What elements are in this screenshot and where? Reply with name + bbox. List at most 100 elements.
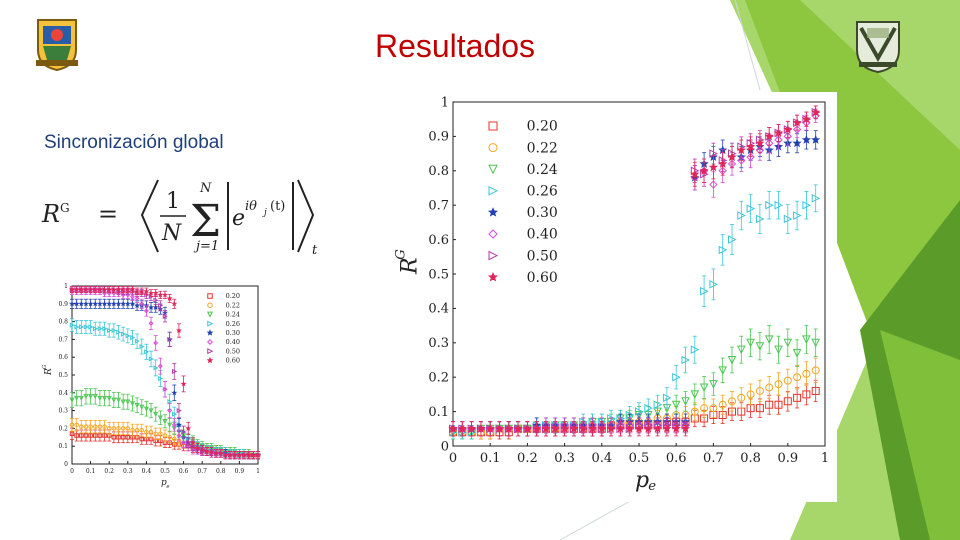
data-point: [746, 390, 755, 399]
x-tick-label: 0.6: [179, 468, 189, 475]
data-point: [811, 107, 821, 117]
formula-term-exp-tail: (t): [270, 199, 285, 214]
data-point: [78, 300, 85, 307]
data-point: [101, 300, 108, 307]
x-tick-label: 0.8: [216, 468, 226, 475]
data-point: [158, 303, 164, 309]
data-point: [765, 200, 774, 210]
x-tick-label: 0.1: [86, 468, 96, 475]
formula-equals: =: [98, 200, 118, 228]
data-point: [102, 433, 107, 438]
y-tick-label: 0.1: [58, 443, 68, 450]
data-point: [811, 338, 821, 348]
data-point: [106, 286, 113, 293]
data-point: [709, 380, 718, 389]
data-point: [106, 300, 113, 307]
data-point: [78, 395, 84, 402]
data-point: [116, 426, 121, 431]
y-tick-label: 0.8: [428, 164, 449, 179]
data-point: [199, 446, 206, 453]
data-point: [83, 424, 89, 429]
data-point: [606, 423, 616, 433]
data-point: [737, 393, 746, 402]
data-point: [167, 422, 173, 428]
data-point: [143, 406, 149, 412]
data-point: [125, 435, 131, 440]
data-point: [152, 304, 159, 310]
data-point: [101, 395, 108, 402]
data-point: [88, 324, 94, 330]
data-point: [92, 394, 98, 400]
x-axis-label-sub: e: [166, 484, 169, 490]
data-point: [148, 304, 154, 310]
data-point: [254, 452, 262, 458]
x-tick-label: 1: [256, 468, 260, 475]
data-point: [700, 286, 709, 296]
series-0.24: [448, 324, 821, 440]
data-point: [171, 389, 178, 396]
data-point: [73, 286, 80, 293]
legend-label: 0.30: [226, 329, 240, 337]
data-point: [700, 404, 709, 413]
data-point: [148, 320, 154, 326]
data-point: [153, 297, 159, 303]
data-point: [718, 159, 728, 168]
data-point: [157, 415, 163, 421]
legend-label: 0.20: [527, 119, 558, 135]
data-point: [671, 400, 681, 410]
data-point: [92, 300, 99, 307]
formula-term-base: e: [232, 206, 245, 231]
legend-marker: [488, 143, 498, 153]
data-point: [125, 333, 131, 339]
data-point: [727, 152, 737, 161]
data-point: [134, 296, 140, 301]
data-point: [129, 401, 136, 407]
data-point: [134, 302, 141, 309]
data-point: [773, 128, 784, 137]
data-point: [811, 134, 821, 144]
data-point: [774, 400, 783, 409]
data-point: [167, 399, 173, 405]
data-point: [746, 141, 756, 151]
data-point: [783, 338, 793, 348]
data-point: [162, 419, 168, 425]
data-point: [120, 286, 127, 293]
data-point: [153, 340, 159, 346]
legend-label: 0.26: [226, 320, 240, 328]
data-point: [587, 423, 598, 433]
data-point: [681, 397, 690, 406]
data-point: [755, 404, 764, 413]
formula-sum-upper: N: [199, 181, 212, 196]
data-point: [97, 433, 103, 438]
data-point: [124, 286, 131, 293]
data-point: [811, 194, 821, 203]
legend-label: 0.40: [527, 227, 558, 243]
data-point: [139, 301, 145, 307]
legend-label: 0.24: [527, 162, 558, 178]
data-point: [504, 423, 514, 433]
data-point: [690, 407, 699, 416]
data-point: [737, 211, 746, 220]
sigma-symbol: Σ: [190, 196, 221, 247]
series-0.26: [449, 184, 821, 440]
data-point: [801, 114, 811, 124]
x-tick-label: 0.5: [160, 468, 170, 475]
data-point: [513, 423, 523, 433]
data-point: [139, 427, 144, 433]
data-point: [755, 138, 765, 148]
data-point: [172, 411, 178, 417]
data-point: [69, 322, 75, 328]
x-tick-label: 0.9: [777, 451, 798, 466]
data-point: [764, 131, 774, 141]
x-tick-label: 0.8: [740, 451, 761, 466]
y-tick-label: 0.9: [428, 130, 449, 145]
data-point: [167, 336, 173, 342]
y-tick-label: 0: [64, 461, 68, 468]
data-point: [115, 397, 122, 403]
data-point: [162, 386, 168, 392]
legend-marker: [488, 121, 498, 131]
data-point: [699, 383, 709, 393]
x-axis-label-sub: e: [648, 479, 656, 494]
data-point: [88, 394, 94, 400]
data-point: [774, 380, 783, 389]
